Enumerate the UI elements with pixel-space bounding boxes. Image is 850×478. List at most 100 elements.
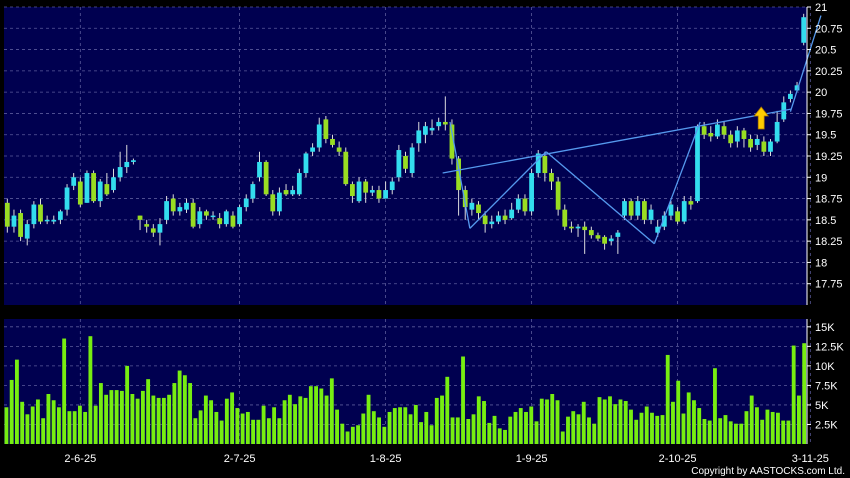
candle-body bbox=[496, 215, 501, 222]
volume-bar bbox=[387, 411, 392, 444]
candle-body bbox=[608, 238, 614, 242]
volume-bar bbox=[77, 405, 82, 444]
candle-body bbox=[230, 215, 236, 227]
price-tick-label: 20.5 bbox=[815, 45, 836, 57]
volume-bar bbox=[62, 338, 67, 444]
candle-body bbox=[635, 201, 641, 216]
candle-body bbox=[369, 190, 375, 193]
date-tick-label: 1-8-25 bbox=[370, 453, 402, 465]
volume-bar bbox=[765, 409, 770, 444]
volume-bar bbox=[366, 394, 371, 444]
pattern-line bbox=[545, 151, 655, 245]
volume-bar bbox=[398, 407, 402, 444]
date-tick-label: 3-11-25 bbox=[792, 453, 829, 465]
volume-bar bbox=[592, 423, 597, 444]
candle-body bbox=[343, 151, 349, 185]
price-tick-label: 19 bbox=[815, 172, 827, 184]
volume-bar bbox=[46, 394, 51, 444]
volume-bar bbox=[114, 390, 119, 444]
volume-bar bbox=[277, 418, 282, 444]
volume-bar bbox=[56, 407, 61, 444]
volume-bar bbox=[587, 417, 591, 444]
volume-bar bbox=[529, 406, 534, 444]
date-tick-label: 2-7-25 bbox=[224, 453, 256, 465]
candle-body bbox=[708, 133, 714, 137]
candle-body bbox=[91, 173, 96, 202]
volume-bar bbox=[193, 418, 198, 444]
volume-bar bbox=[492, 415, 497, 444]
candle-body bbox=[794, 85, 800, 91]
candle-body bbox=[502, 215, 508, 220]
candle-body bbox=[117, 167, 123, 178]
candle-body bbox=[243, 198, 249, 208]
candle-body bbox=[622, 201, 627, 216]
candle-body bbox=[277, 192, 282, 212]
candle-body bbox=[303, 153, 309, 174]
candle-body bbox=[51, 219, 57, 222]
candle-body bbox=[204, 211, 209, 216]
candle-body bbox=[588, 230, 594, 236]
volume-bar bbox=[629, 409, 633, 444]
candle-body bbox=[575, 226, 581, 229]
volume-bar bbox=[781, 420, 786, 444]
volume-bar bbox=[403, 407, 408, 444]
price-tick-label: 18.25 bbox=[815, 236, 843, 248]
volume-bar bbox=[508, 416, 513, 444]
candle-body bbox=[403, 156, 408, 169]
candle-body bbox=[383, 190, 388, 199]
volume-bar bbox=[797, 395, 801, 444]
volume-bar bbox=[602, 399, 607, 444]
volume-bar bbox=[723, 415, 728, 444]
candle-body bbox=[363, 181, 369, 193]
price-tick-label: 18.75 bbox=[815, 194, 843, 206]
volume-bar bbox=[676, 380, 681, 444]
volume-bar bbox=[660, 415, 665, 444]
candle-body bbox=[250, 184, 256, 199]
candle-body bbox=[184, 202, 189, 210]
candle-body bbox=[462, 190, 468, 208]
volume-bar bbox=[209, 400, 214, 444]
volume-bar bbox=[681, 413, 686, 444]
candle-body bbox=[569, 226, 574, 229]
candle-body bbox=[336, 147, 342, 152]
date-axis: 2-6-25 2-7-25 1-8-25 1-9-25 2-10-25 3-11-25 bbox=[64, 453, 828, 465]
volume-bar bbox=[235, 408, 240, 444]
volume-bar bbox=[4, 407, 9, 444]
volume-bar bbox=[119, 390, 124, 444]
volume-bar bbox=[476, 396, 481, 444]
volume-bar bbox=[230, 392, 235, 444]
candle-body bbox=[18, 213, 23, 237]
volume-bar bbox=[161, 397, 166, 444]
volume-bar bbox=[287, 394, 292, 444]
volume-bar bbox=[434, 397, 439, 444]
candle-body bbox=[350, 184, 355, 197]
pattern-line bbox=[449, 121, 471, 229]
price-tick-label: 18 bbox=[815, 257, 827, 269]
volume-bar bbox=[713, 368, 717, 444]
candle-body bbox=[748, 138, 753, 148]
volume-bar bbox=[466, 419, 471, 444]
price-tick-label: 20 bbox=[815, 87, 827, 99]
volume-bar bbox=[755, 407, 759, 444]
volume-bar bbox=[251, 419, 256, 444]
volume-bar bbox=[461, 356, 465, 444]
volume-bar bbox=[566, 416, 570, 444]
candle-body bbox=[64, 187, 70, 210]
volume-bar bbox=[639, 412, 644, 444]
volume-bar bbox=[98, 383, 103, 444]
volume-bar bbox=[382, 426, 387, 444]
volume-bar bbox=[224, 398, 229, 444]
volume-bar bbox=[744, 411, 749, 444]
volume-bar bbox=[440, 395, 444, 444]
candle-body bbox=[389, 181, 395, 191]
volume-bar bbox=[671, 401, 675, 444]
volume-bar bbox=[503, 429, 507, 444]
pattern-trendlines bbox=[442, 15, 822, 245]
date-tick-label: 2-10-25 bbox=[659, 453, 697, 465]
price-axis: 17.75 18 18.25 18.5 18.75 19 19.25 19.5 19.75 20 2… bbox=[806, 2, 843, 305]
candle-body bbox=[628, 201, 634, 216]
candle-body bbox=[270, 194, 276, 212]
volume-bar bbox=[392, 408, 397, 444]
volume-bar bbox=[20, 401, 25, 444]
